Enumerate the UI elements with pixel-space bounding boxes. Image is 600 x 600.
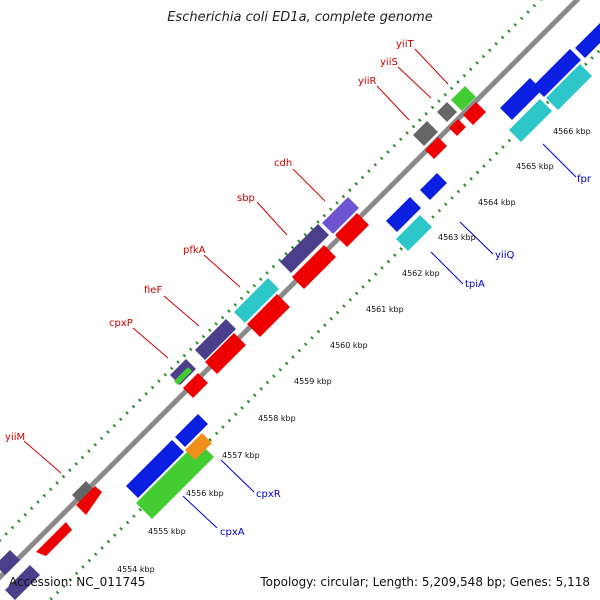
leader-yiiR — [376, 85, 410, 121]
forward-gene-labels: yiiM cpxP fieF pfkA sbp cdh yiiR yiiS yi… — [5, 39, 414, 443]
gene-arrow[interactable] — [205, 333, 246, 374]
topology-label: Topology: circular; Length: 5,209,548 bp… — [260, 575, 590, 589]
gene-arrow[interactable] — [546, 64, 592, 110]
gene-arrow[interactable] — [185, 433, 212, 460]
gene-arrow[interactable] — [322, 197, 359, 234]
gene-arrow[interactable] — [76, 486, 102, 515]
gene-label-yiiQ[interactable]: yiiQ — [495, 250, 514, 261]
gene-label-yiiR[interactable]: yiiR — [358, 76, 376, 87]
map-title: Escherichia coli ED1a, complete genome — [167, 10, 433, 25]
gene-arrow[interactable] — [174, 367, 192, 385]
scale-tick: 4554 kbp — [117, 565, 155, 574]
scale-tick: 4563 kbp — [438, 233, 476, 242]
gene-arrow[interactable] — [280, 224, 329, 273]
gene-label-pfkA[interactable]: pfkA — [183, 245, 206, 256]
gene-arrow[interactable] — [463, 102, 486, 125]
gene-label-fieF[interactable]: fieF — [144, 285, 162, 296]
gene-arrow[interactable] — [335, 213, 369, 247]
gene-arrow[interactable] — [183, 373, 208, 398]
gene-arrow[interactable] — [413, 121, 438, 146]
gene-arrow[interactable] — [247, 294, 290, 337]
gene-arrow[interactable] — [72, 481, 96, 505]
forward-dotted-line — [0, 0, 543, 543]
scale-tick: 4558 kbp — [258, 414, 296, 423]
accession-label: Accession: NC_011745 — [9, 575, 146, 589]
gene-label-cdh[interactable]: cdh — [274, 158, 292, 169]
gene-arrow[interactable] — [5, 565, 40, 600]
gene-arrow[interactable] — [575, 23, 600, 58]
scale-tick: 4560 kbp — [330, 341, 368, 350]
gene-label-sbp[interactable]: sbp — [237, 193, 255, 204]
leader-cpxP — [132, 327, 169, 359]
gene-arrow[interactable] — [449, 119, 466, 136]
gene-arrow[interactable] — [136, 441, 214, 519]
leader-tpiA — [430, 251, 464, 285]
gene-arrow[interactable] — [533, 49, 581, 97]
reverse-genes — [126, 23, 600, 519]
gene-label-cpxR[interactable]: cpxR — [256, 489, 281, 500]
leader-cdh — [292, 168, 326, 202]
scale-tick: 4565 kbp — [516, 162, 554, 171]
scale-tick: 4564 kbp — [478, 198, 516, 207]
gene-arrow[interactable] — [425, 137, 447, 159]
gene-arrow[interactable] — [451, 86, 476, 111]
gene-label-cpxA[interactable]: cpxA — [220, 527, 245, 538]
scale-tick: 4556 kbp — [186, 489, 224, 498]
gene-label-cpxP[interactable]: cpxP — [109, 318, 133, 329]
gene-arrow[interactable] — [175, 414, 208, 447]
gene-arrow[interactable] — [396, 215, 432, 251]
forward-genes — [0, 86, 486, 600]
gene-arrow[interactable] — [36, 522, 72, 556]
gene-label-yiiM[interactable]: yiiM — [5, 432, 25, 443]
gene-arrow[interactable] — [509, 99, 552, 142]
label-leaders — [23, 48, 577, 529]
gene-arrow[interactable] — [420, 173, 447, 200]
gene-arrow[interactable] — [437, 102, 457, 122]
gene-label-yiiS[interactable]: yiiS — [380, 57, 398, 68]
gene-arrow[interactable] — [292, 245, 336, 289]
leader-fpr — [542, 143, 577, 178]
gene-arrow[interactable] — [195, 319, 236, 360]
scale-tick-labels: 4554 kbp 4555 kbp 4556 kbp 4557 kbp 4558… — [117, 127, 591, 574]
leader-yiiM — [23, 440, 62, 474]
leader-pfkA — [203, 254, 241, 288]
leader-yiiQ — [459, 221, 494, 255]
gene-arrow[interactable] — [500, 78, 542, 120]
leader-cpxA — [182, 495, 218, 529]
scale-tick: 4566 kbp — [553, 127, 591, 136]
gene-arrow[interactable] — [234, 278, 279, 323]
scale-tick: 4561 kbp — [366, 305, 404, 314]
gene-label-fpr[interactable]: fpr — [577, 174, 592, 185]
gene-label-tpiA[interactable]: tpiA — [465, 279, 485, 290]
scale-tick: 4559 kbp — [294, 377, 332, 386]
scale-tick: 4555 kbp — [148, 527, 186, 536]
gene-arrow[interactable] — [0, 550, 20, 575]
leader-fieF — [163, 295, 200, 327]
leader-cpxR — [220, 459, 255, 493]
scale-tick: 4562 kbp — [402, 269, 440, 278]
gene-arrow[interactable] — [126, 440, 184, 498]
leader-yiiT — [414, 48, 449, 85]
scale-tick: 4557 kbp — [222, 451, 260, 460]
leader-sbp — [256, 201, 288, 236]
gene-arrow[interactable] — [386, 197, 421, 232]
reverse-gene-labels: cpxA cpxR tpiA yiiQ fpr — [220, 174, 592, 538]
gene-label-yiiT[interactable]: yiiT — [396, 39, 414, 50]
leader-yiiS — [397, 66, 432, 99]
